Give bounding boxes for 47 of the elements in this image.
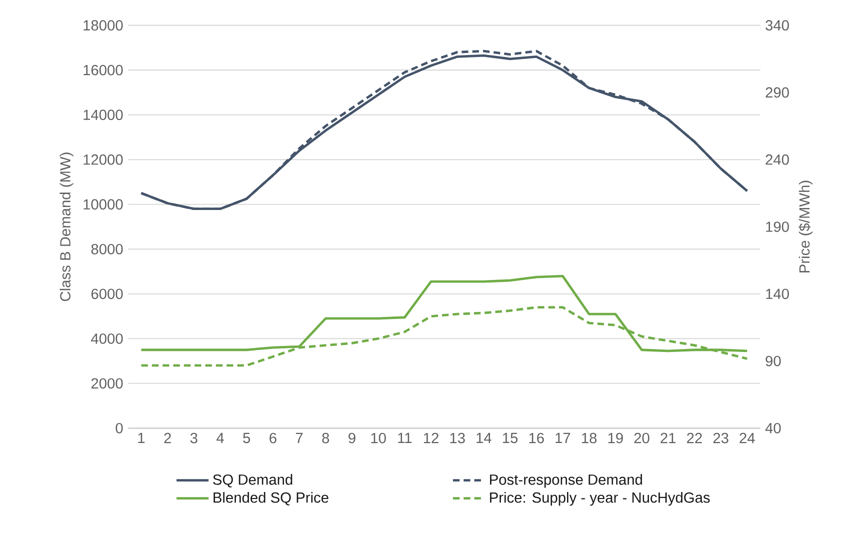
legend-label: Price: Supply - year - NucHydGas: [490, 492, 710, 506]
y-tick-label: 12000: [84, 154, 123, 165]
legend-label: SQ Demand: [213, 474, 292, 488]
y-tick-label: 0: [116, 422, 123, 434]
x-tick-label: 4: [216, 432, 224, 443]
x-tick-label: 22: [687, 432, 702, 444]
y-tick-label: 18000: [84, 20, 123, 30]
y-tick-label: 8000: [91, 244, 123, 254]
y2-tick-label: 240: [766, 154, 789, 165]
x-tick-label: 2: [164, 432, 171, 444]
x-tick-label: 6: [270, 432, 276, 444]
x-tick-label: 21: [660, 432, 676, 444]
x-tick-label: 9: [348, 432, 356, 444]
legend-label: Blended SQ Price: [214, 492, 328, 506]
legend-label: Post-response Demand: [490, 474, 642, 488]
y-tick-label: 10000: [84, 199, 123, 210]
x-tick-label: 3: [190, 432, 198, 444]
y2-tick-label: 140: [766, 288, 789, 299]
x-tick-label: 12: [424, 432, 438, 444]
x-tick-label: 5: [243, 432, 250, 444]
x-tick-label: 1: [138, 432, 145, 443]
x-tick-label: 20: [634, 432, 650, 444]
y-tick-label: 4000: [91, 333, 123, 344]
y-tick-label: 14000: [84, 110, 123, 120]
y-axis-title: Class B Demand (MW): [60, 152, 74, 301]
x-tick-label: 10: [371, 432, 386, 444]
x-tick-label: 24: [740, 432, 755, 444]
x-tick-label: 8: [322, 432, 330, 444]
x-tick-label: 19: [608, 432, 623, 444]
x-tick-label: 7: [296, 432, 303, 443]
y2-tick-label: 290: [766, 87, 789, 98]
x-tick-label: 18: [582, 432, 597, 444]
y-tick-label: 16000: [84, 64, 123, 76]
y2-axis-title: Price ($/MWh): [798, 180, 813, 272]
x-tick-label: 14: [476, 432, 492, 443]
y2-tick-label: 190: [766, 221, 789, 232]
y2-tick-label: 90: [766, 356, 781, 366]
x-tick-label: 23: [713, 432, 728, 444]
x-tick-label: 15: [502, 432, 518, 444]
y-tick-label: 2000: [91, 378, 123, 388]
y2-tick-label: 340: [766, 20, 789, 30]
x-tick-label: 11: [398, 432, 412, 443]
y-tick-label: 6000: [91, 288, 123, 299]
y2-tick-label: 40: [765, 422, 781, 434]
x-tick-label: 16: [529, 432, 544, 444]
x-tick-label: 17: [556, 432, 570, 443]
x-tick-label: 13: [450, 432, 465, 444]
